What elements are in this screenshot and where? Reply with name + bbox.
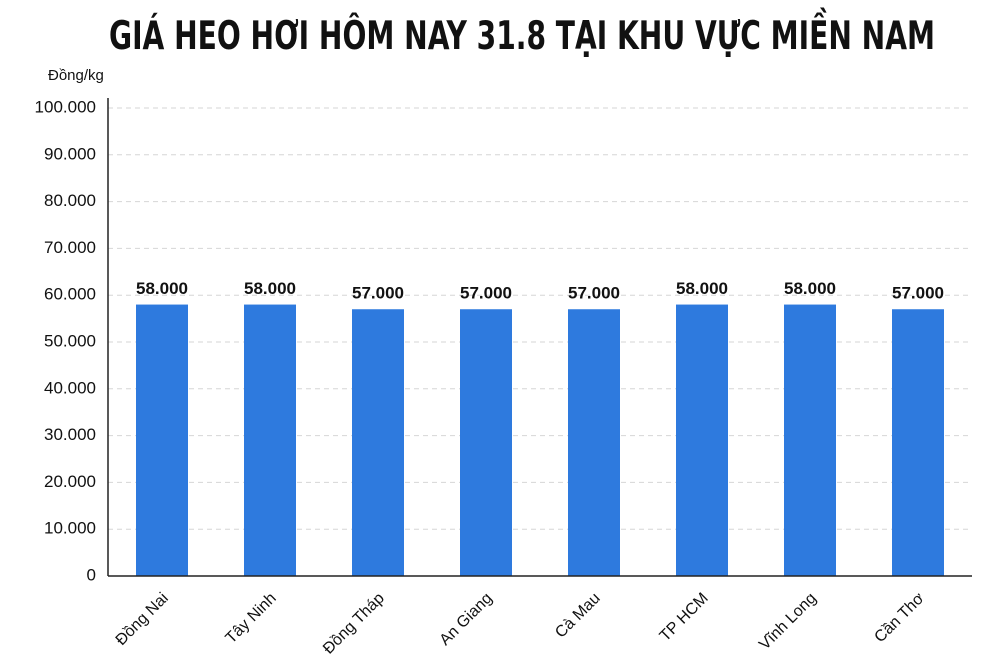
value-label: 58.000 xyxy=(676,279,728,298)
value-label: 57.000 xyxy=(460,284,512,303)
y-tick-label: 0 xyxy=(87,565,96,584)
value-label: 57.000 xyxy=(352,284,404,303)
value-label: 57.000 xyxy=(568,284,620,303)
bar xyxy=(244,304,296,576)
chart-title: GIÁ HEO HƠI HÔM NAY 31.8 TẠI KHU VỰC MIỀ… xyxy=(109,7,935,59)
value-label: 58.000 xyxy=(784,279,836,298)
y-tick-label: 40.000 xyxy=(44,378,96,397)
value-label: 58.000 xyxy=(244,279,296,298)
y-axis-label: Đồng/kg xyxy=(48,67,104,84)
bar xyxy=(568,309,620,576)
value-label: 57.000 xyxy=(892,284,944,303)
bar xyxy=(784,304,836,576)
value-label: 58.000 xyxy=(136,279,188,298)
y-tick-label: 90.000 xyxy=(44,144,96,163)
y-tick-label: 30.000 xyxy=(44,425,96,444)
bar xyxy=(352,309,404,576)
y-tick-label: 100.000 xyxy=(35,97,96,116)
y-tick-label: 50.000 xyxy=(44,331,96,350)
y-tick-label: 20.000 xyxy=(44,472,96,491)
y-tick-label: 70.000 xyxy=(44,238,96,257)
bar xyxy=(676,304,728,576)
bar xyxy=(892,309,944,576)
y-tick-label: 60.000 xyxy=(44,285,96,304)
bar xyxy=(136,304,188,576)
bar xyxy=(460,309,512,576)
y-tick-label: 80.000 xyxy=(44,191,96,210)
y-tick-label: 10.000 xyxy=(44,519,96,538)
